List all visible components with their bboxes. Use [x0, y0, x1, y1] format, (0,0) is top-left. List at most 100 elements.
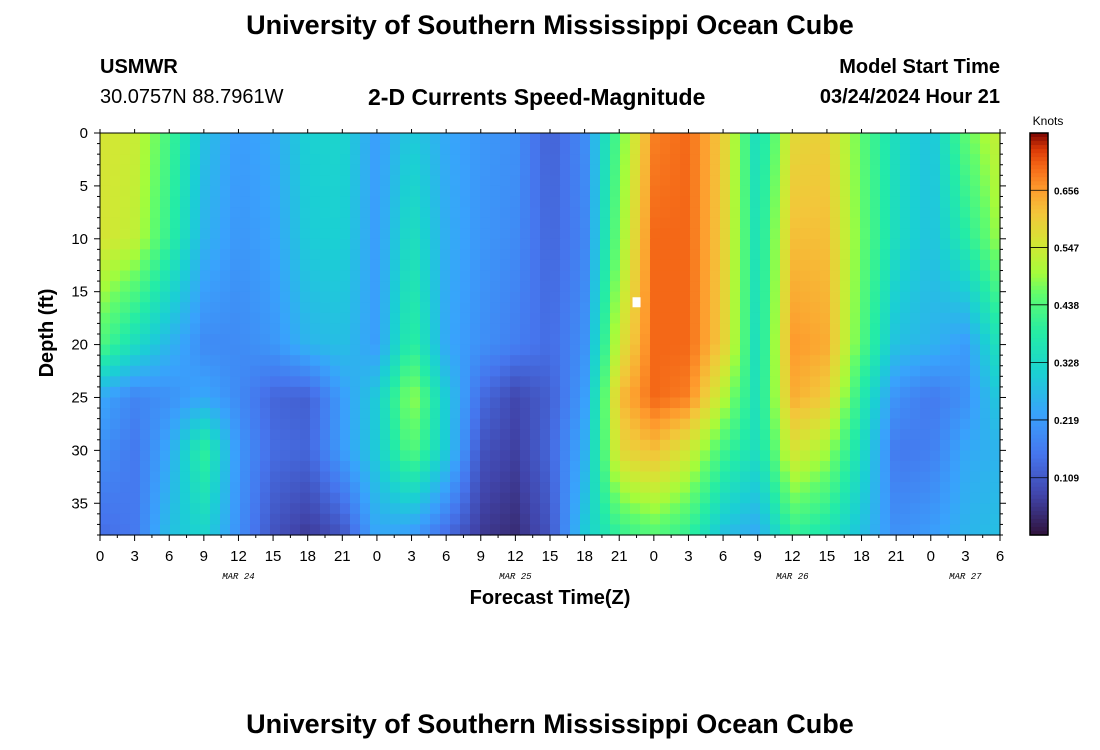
heatmap-cell: [870, 207, 881, 219]
heatmap-cell: [800, 429, 811, 441]
heatmap-cell: [500, 164, 511, 176]
heatmap-cell: [260, 217, 271, 229]
heatmap-cell: [480, 334, 491, 346]
heatmap-cell: [280, 344, 291, 356]
heatmap-cell: [650, 439, 661, 451]
heatmap-cell: [170, 418, 181, 430]
heatmap-cell: [460, 513, 471, 526]
heatmap-cell: [960, 386, 971, 399]
heatmap-cell: [260, 524, 271, 536]
heatmap-cell: [610, 492, 621, 504]
heatmap-cell: [680, 143, 691, 155]
heatmap-cell: [560, 164, 571, 176]
heatmap-cell: [430, 291, 441, 303]
heatmap-cell: [570, 143, 581, 155]
heatmap-cell: [620, 334, 631, 346]
heatmap-cell: [570, 196, 581, 208]
heatmap-cell: [740, 323, 751, 335]
heatmap-cell: [610, 196, 621, 208]
heatmap-cell: [720, 450, 731, 462]
heatmap-cell: [490, 482, 501, 494]
heatmap-cell: [320, 259, 331, 272]
heatmap-cell: [230, 418, 241, 430]
heatmap-cell: [770, 228, 781, 240]
heatmap-cell: [560, 133, 571, 145]
heatmap-cell: [410, 228, 421, 240]
heatmap-cell: [170, 196, 181, 208]
heatmap-cell: [810, 207, 821, 219]
heatmap-cell: [350, 238, 361, 250]
heatmap-cell: [380, 291, 391, 303]
heatmap-cell: [530, 291, 541, 303]
heatmap-cell: [180, 238, 191, 250]
heatmap-cell: [150, 196, 161, 208]
heatmap-cell: [730, 355, 741, 367]
heatmap-cell: [880, 323, 891, 335]
heatmap-cell: [270, 482, 281, 494]
heatmap-cell: [250, 323, 261, 335]
heatmap-cell: [700, 281, 711, 293]
heatmap-cell: [220, 376, 231, 388]
heatmap-cell: [270, 355, 281, 367]
heatmap-cell: [600, 460, 611, 473]
heatmap-cell: [200, 281, 211, 293]
y-tick-label: 0: [80, 125, 88, 142]
heatmap-cell: [130, 323, 141, 335]
heatmap-cell: [660, 302, 671, 314]
heatmap-cell: [690, 312, 701, 325]
heatmap-cell: [800, 524, 811, 536]
heatmap-cell: [440, 503, 451, 515]
heatmap-cell: [430, 133, 441, 145]
heatmap-cell: [540, 365, 551, 377]
heatmap-cell: [140, 143, 151, 155]
colorbar-segment: [1030, 498, 1048, 504]
heatmap-cell: [430, 334, 441, 346]
heatmap-cell: [780, 302, 791, 314]
heatmap-cell: [950, 503, 961, 515]
colorbar-segment: [1030, 185, 1048, 190]
heatmap-cell: [760, 185, 771, 198]
heatmap-cell: [760, 386, 771, 399]
colorbar-segment: [1030, 458, 1048, 464]
heatmap-cell: [490, 492, 501, 504]
heatmap-cell: [660, 228, 671, 240]
heatmap-cell: [830, 450, 841, 462]
heatmap-cell: [790, 386, 801, 399]
heatmap-cell: [660, 408, 671, 420]
heatmap-cell: [700, 355, 711, 367]
heatmap-cell: [330, 259, 341, 272]
heatmap-cell: [200, 302, 211, 314]
heatmap-cell: [840, 439, 851, 451]
heatmap-cell: [130, 439, 141, 451]
heatmap-cell: [180, 207, 191, 219]
heatmap-cell: [510, 312, 521, 325]
heatmap-cell: [220, 323, 231, 335]
heatmap-cell: [680, 133, 691, 145]
heatmap-cell: [660, 259, 671, 272]
heatmap-cell: [300, 228, 311, 240]
heatmap-cell: [720, 386, 731, 399]
heatmap-cell: [820, 492, 831, 504]
heatmap-cell: [380, 376, 391, 388]
heatmap-cell: [480, 228, 491, 240]
heatmap-cell: [650, 334, 661, 346]
colorbar-segment: [1030, 153, 1048, 158]
heatmap-cell: [360, 154, 371, 166]
heatmap-cell: [900, 513, 911, 526]
heatmap-cell: [880, 376, 891, 388]
heatmap-cell: [480, 397, 491, 409]
heatmap-cell: [280, 143, 291, 155]
heatmap-cell: [310, 355, 321, 367]
heatmap-cell: [770, 196, 781, 208]
heatmap-cell: [130, 471, 141, 483]
heatmap-cell: [320, 164, 331, 176]
heatmap-cell: [950, 281, 961, 293]
heatmap-cell: [120, 482, 131, 494]
heatmap-cell: [200, 154, 211, 166]
heatmap-cell: [820, 323, 831, 335]
heatmap-cell: [190, 450, 201, 462]
heatmap-cell: [190, 143, 201, 155]
heatmap-cell: [520, 471, 531, 483]
heatmap-cell: [130, 217, 141, 229]
heatmap-cell: [560, 217, 571, 229]
